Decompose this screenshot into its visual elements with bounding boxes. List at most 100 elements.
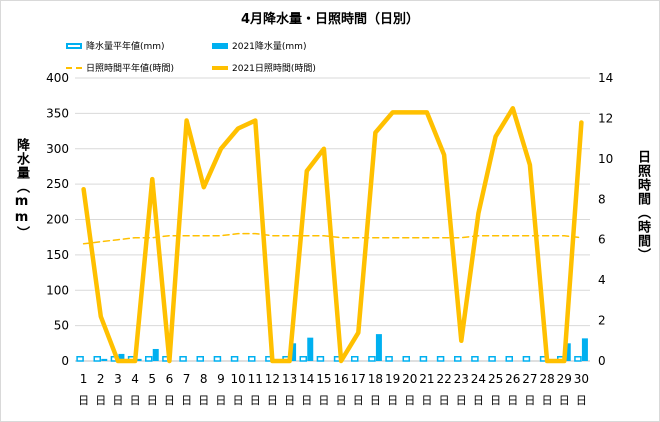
x-tick-suffix: 日	[130, 394, 141, 407]
legend-label-sun-normal: 日照時間平年値(時間)	[86, 64, 175, 74]
legend-item-precip-2021: 2021降水量(mm)	[212, 39, 306, 52]
legend-swatch-sun-normal	[66, 66, 82, 69]
x-tick-label: 22	[436, 372, 451, 386]
x-tick-suffix: 日	[147, 394, 158, 407]
x-tick-suffix: 日	[542, 394, 553, 407]
x-tick-label: 10	[230, 372, 245, 386]
x-tick-suffix: 日	[78, 394, 89, 407]
y-right-tick-label: 14	[598, 71, 613, 85]
bar-precip-normal	[93, 356, 101, 362]
x-tick-label: 19	[385, 372, 400, 386]
y-left-tick-label: 200	[46, 213, 69, 227]
x-tick-suffix: 日	[336, 394, 347, 407]
x-tick-suffix: 日	[198, 394, 209, 407]
x-tick-suffix: 日	[250, 394, 261, 407]
bar-precip-normal	[385, 356, 393, 362]
x-tick-suffix: 日	[233, 394, 244, 407]
y-right-tick-label: 10	[598, 152, 613, 166]
x-tick-label: 13	[282, 372, 297, 386]
y-left-tick-label: 350	[46, 106, 69, 120]
x-tick-suffix: 日	[370, 394, 381, 407]
x-tick-label: 7	[183, 372, 191, 386]
y-right-tick-label: 12	[598, 111, 613, 125]
bar-precip-2021	[152, 348, 159, 361]
bar-precip-normal	[145, 356, 153, 362]
y-left-tick-label: 250	[46, 177, 69, 191]
y-right-tick-label: 4	[598, 273, 606, 287]
x-tick-suffix: 日	[404, 394, 415, 407]
bar-precip-normal	[471, 356, 479, 362]
x-tick-label: 3	[114, 372, 122, 386]
x-tick-suffix: 日	[318, 394, 329, 407]
bar-precip-normal	[522, 356, 531, 362]
x-tick-label: 15	[316, 372, 331, 386]
bar-precip-normal	[368, 356, 376, 362]
x-tick-suffix: 日	[95, 394, 106, 407]
legend-item-sun-2021: 2021日照時間(時間)	[212, 61, 316, 74]
bar-precip-2021	[101, 358, 108, 361]
x-tick-label: 18	[368, 372, 383, 386]
x-tick-suffix: 日	[524, 394, 535, 407]
bar-precip-2021	[375, 334, 382, 361]
x-tick-suffix: 日	[164, 394, 175, 407]
bar-precip-normal	[454, 356, 462, 362]
bar-precip-normal	[505, 356, 513, 362]
x-tick-suffix: 日	[284, 394, 295, 407]
bar-precip-normal	[436, 356, 445, 362]
x-tick-label: 4	[131, 372, 139, 386]
line-sun-2021	[81, 106, 584, 364]
x-tick-label: 6	[166, 372, 174, 386]
legend-label-precip-2021: 2021降水量(mm)	[232, 42, 307, 52]
x-tick-label: 11	[248, 372, 263, 386]
y-left-tick-label: 50	[54, 319, 69, 333]
x-tick-suffix: 日	[559, 394, 570, 407]
x-tick-suffix: 日	[456, 394, 467, 407]
x-tick-label: 24	[471, 372, 486, 386]
x-tick-label: 1	[80, 372, 88, 386]
x-tick-label: 30	[574, 372, 589, 386]
x-tick-label: 12	[265, 372, 280, 386]
x-tick-label: 8	[200, 372, 208, 386]
x-tick-suffix: 日	[181, 394, 192, 407]
x-tick-label: 28	[539, 372, 554, 386]
bar-precip-normal	[574, 356, 582, 362]
bar-precip-2021	[290, 343, 297, 361]
bar-precip-normal	[230, 356, 239, 362]
x-tick-suffix: 日	[473, 394, 484, 407]
legend-item-sun-normal: 日照時間平年値(時間)	[66, 61, 174, 74]
bar-precip-normal	[213, 356, 222, 362]
bar-precip-normal	[196, 356, 204, 362]
x-tick-label: 26	[505, 372, 520, 386]
bar-precip-normal	[402, 356, 410, 362]
legend-swatch-precip-normal	[66, 42, 82, 49]
x-tick-label: 9	[217, 372, 225, 386]
legend-item-precip-normal: 降水量平年値(mm)	[66, 39, 165, 52]
x-tick-suffix: 日	[576, 394, 587, 407]
x-tick-label: 14	[299, 372, 314, 386]
legend-swatch-sun-2021	[212, 65, 228, 70]
bar-precip-normal	[299, 356, 307, 362]
bar-precip-normal	[316, 356, 325, 362]
y-right-tick-label: 8	[598, 192, 606, 206]
bar-precip-2021	[135, 358, 142, 361]
x-tick-label: 5	[148, 372, 156, 386]
x-tick-suffix: 日	[507, 394, 518, 407]
x-tick-label: 29	[557, 372, 572, 386]
y-left-tick-label: 0	[61, 354, 69, 368]
x-tick-suffix: 日	[353, 394, 364, 407]
x-tick-label: 25	[488, 372, 503, 386]
y-right-tick-label: 0	[598, 354, 606, 368]
x-tick-suffix: 日	[490, 394, 501, 407]
y-right-tick-label: 2	[598, 314, 606, 328]
x-tick-suffix: 日	[439, 394, 450, 407]
y-left-tick-label: 100	[46, 283, 69, 297]
x-tick-suffix: 日	[267, 394, 278, 407]
bar-precip-2021	[564, 343, 571, 361]
bar-precip-normal	[351, 356, 359, 362]
x-tick-suffix: 日	[301, 394, 312, 407]
bar-precip-2021	[307, 337, 314, 361]
x-tick-suffix: 日	[112, 394, 123, 407]
bar-precip-normal	[76, 356, 84, 362]
y-left-label: 降水量（mm）	[14, 138, 29, 240]
